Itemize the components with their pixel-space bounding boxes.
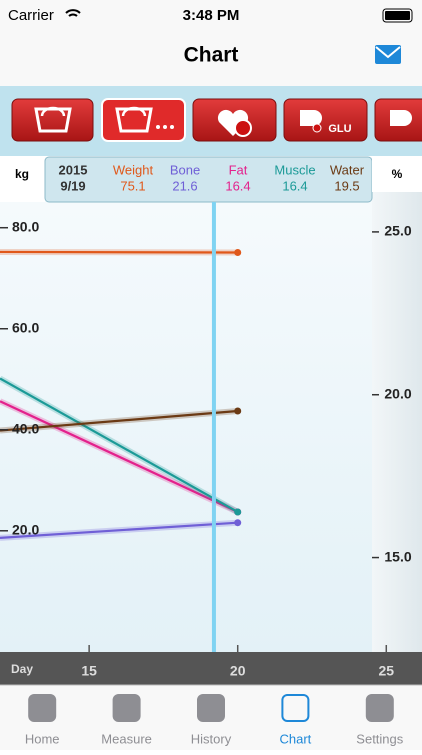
series-line (0, 409, 238, 432)
legend-name: Water (330, 162, 365, 177)
kg-box (0, 157, 45, 202)
y-tick-label: 40.0 (12, 420, 39, 436)
legend-value: 19.5 (334, 178, 359, 193)
tab-icon (28, 694, 57, 722)
legend-name: Fat (229, 162, 248, 177)
tab-label: Settings (356, 731, 403, 746)
y-tick-label: 20.0 (12, 521, 39, 537)
right-axis-band (372, 157, 422, 652)
wifi-icon (65, 9, 81, 17)
series-line (0, 250, 238, 254)
body-scale-button[interactable] (101, 98, 186, 142)
blood-pressure-button[interactable] (192, 98, 277, 142)
x-tick-label: 25 (378, 663, 394, 679)
series-point (234, 248, 242, 256)
tab-icon (281, 694, 310, 722)
legend-value: 16.4 (225, 178, 250, 193)
more-button[interactable] (374, 98, 422, 142)
legend-value: 21.6 (172, 178, 197, 193)
tab-label: Home (25, 731, 60, 746)
carrier: Carrier (8, 7, 54, 24)
battery-level (385, 11, 410, 20)
series-line (0, 521, 238, 539)
x-tick-label: 15 (81, 663, 97, 679)
x-tick-label: 20 (230, 663, 246, 679)
legend-value: 75.1 (120, 178, 145, 193)
nav-title: Chart (184, 44, 239, 67)
x-axis-label: Day (11, 662, 33, 676)
tab-icon (112, 694, 141, 722)
cursor-year: 2015 (59, 162, 88, 177)
mail-button[interactable] (375, 45, 401, 64)
tab-label: Chart (280, 731, 312, 746)
scale-button[interactable] (11, 98, 94, 142)
series-point (234, 407, 242, 415)
pct-box (372, 157, 422, 192)
y2-tick-label: 15.0 (384, 548, 411, 564)
tab-label: Measure (101, 731, 152, 746)
tab-icon (197, 694, 225, 722)
tab-item[interactable]: Home (25, 694, 60, 746)
legend-value: 16.4 (282, 178, 307, 193)
series-line (0, 400, 239, 513)
plot-lines (0, 248, 242, 541)
x-axis-bar (0, 652, 422, 685)
glucose-button[interactable]: GLU (283, 98, 368, 142)
y-axis-label: kg (15, 167, 29, 181)
y-tick-label: 60.0 (12, 319, 39, 335)
y2-axis-label: % (392, 167, 403, 181)
time: 3:48 PM (183, 7, 240, 24)
battery (382, 8, 413, 23)
legend-name: Weight (113, 162, 154, 177)
tab-item[interactable]: Measure (101, 694, 152, 746)
series-line (0, 377, 239, 513)
y-tick-label: 80.0 (12, 218, 39, 234)
y2-tick-label: 20.0 (384, 385, 411, 401)
tab-label: History (191, 731, 232, 746)
glu-label: GLU (328, 123, 351, 135)
info-box (44, 156, 373, 203)
legend-name: Muscle (274, 162, 315, 177)
tab-icon (365, 694, 394, 722)
plot-area (0, 157, 372, 652)
y2-tick-label: 25.0 (384, 223, 411, 239)
tab-item[interactable]: Settings (356, 694, 404, 746)
tab-item[interactable]: Chart (280, 694, 312, 746)
series-point (234, 519, 242, 527)
legend-name: Bone (170, 162, 200, 177)
tab-item[interactable]: History (191, 694, 232, 746)
series-point (234, 508, 242, 516)
cursor-date: 9/19 (60, 178, 85, 193)
